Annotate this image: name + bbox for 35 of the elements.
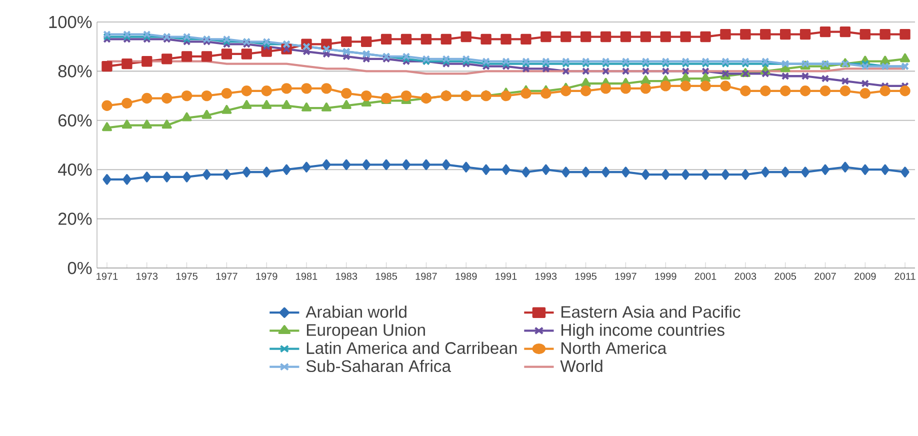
x-tick-label: 2003 [734, 272, 756, 280]
y-tick-label: 40% [58, 163, 92, 176]
legend-label: Eastern Asia and Pacific [562, 306, 740, 318]
y-tick-label: 100% [49, 16, 92, 28]
x-tick-label: 1983 [336, 272, 358, 280]
x-tick-label: 1977 [216, 272, 238, 280]
legend-label: North America [562, 342, 667, 354]
x-tick-label: 1991 [496, 272, 517, 280]
legend-label: Latin America and Carribean [306, 342, 517, 354]
x-tick-label: 1981 [296, 272, 318, 280]
legend-label: High income countries [562, 324, 724, 340]
y-tick-label: 20% [58, 212, 92, 225]
x-tick-label: 2007 [814, 272, 836, 280]
y-tick-label: 80% [58, 65, 92, 78]
x-tick-label: 1971 [96, 272, 118, 280]
x-tick-label: 1987 [416, 272, 437, 280]
legend-label: Arabian world [306, 306, 406, 318]
y-tick-label: 0% [68, 262, 92, 274]
legend-label: Sub-Saharan Africa [306, 360, 452, 372]
x-tick-label: 2011 [894, 272, 916, 280]
x-tick-label: 1989 [456, 272, 477, 280]
x-tick-label: 1997 [615, 272, 636, 280]
y-tick-label: 60% [58, 114, 92, 127]
x-tick-label: 1979 [256, 272, 278, 280]
x-tick-label: 1985 [376, 272, 397, 280]
x-tick-label: 1993 [536, 272, 557, 280]
x-tick-label: 1999 [655, 272, 676, 280]
x-tick-label: 2005 [774, 272, 796, 280]
x-tick-label: 1975 [176, 272, 198, 280]
legend-label: European Union [306, 324, 425, 340]
x-tick-label: 1995 [575, 272, 597, 280]
x-tick-label: 1973 [136, 272, 158, 280]
x-tick-label: 2001 [694, 272, 716, 280]
legend-label: World [560, 360, 602, 372]
x-tick-label: 2009 [854, 272, 876, 280]
